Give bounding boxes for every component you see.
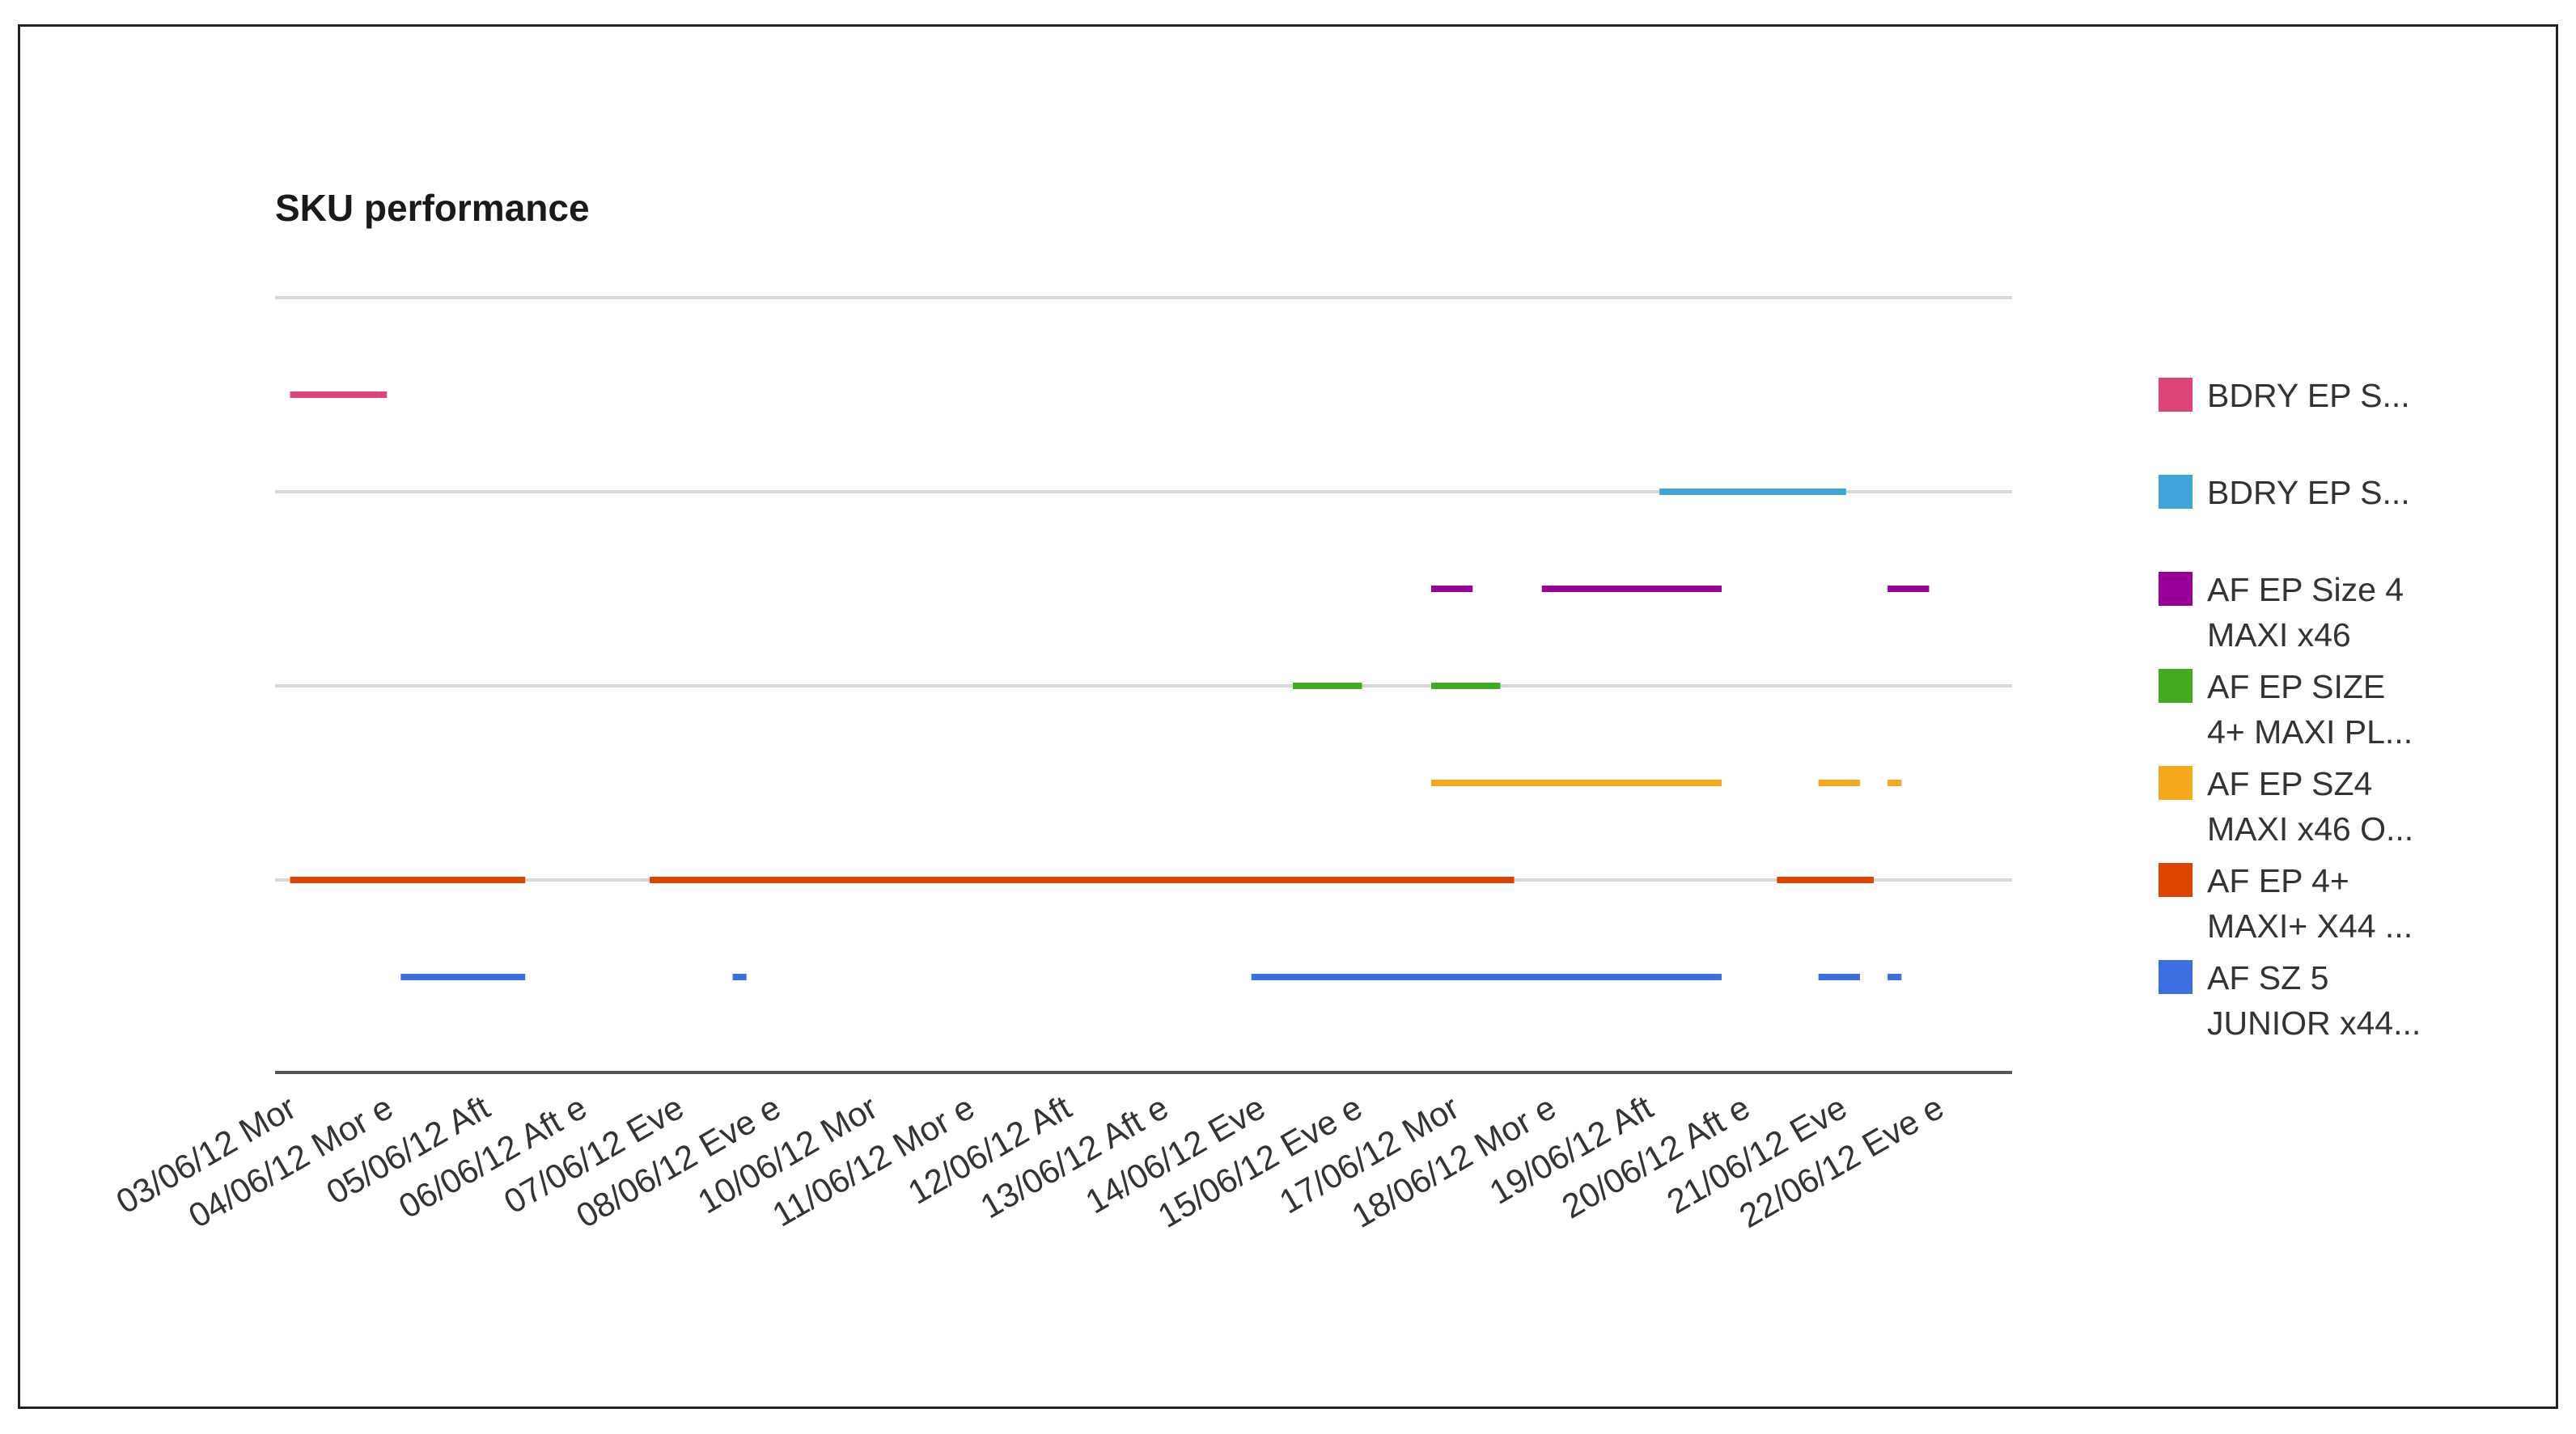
legend-label: 4+ MAXI PL...: [2207, 713, 2413, 751]
legend-label: BDRY EP S...: [2207, 474, 2410, 511]
legend: BDRY EP S... BDRY EP S... AF EP Size 4 MAXI…: [2159, 377, 2421, 1042]
legend-label: JUNIOR x44...: [2207, 1005, 2421, 1042]
legend-swatch: [2159, 766, 2193, 800]
legend-swatch: [2159, 378, 2193, 412]
grid-lines: [275, 296, 2012, 1074]
legend-label: BDRY EP S...: [2207, 377, 2410, 414]
legend-swatch: [2159, 669, 2193, 703]
legend-label: MAXI x46: [2207, 616, 2351, 654]
legend-swatch: [2159, 475, 2193, 509]
chart-frame: SKU performance 03/06/12 Mor 04/06/12 Mor…: [18, 24, 2558, 1409]
legend-label: MAXI x46 O...: [2207, 810, 2413, 848]
legend-swatch: [2159, 572, 2193, 606]
legend-label: AF EP Size 4: [2207, 571, 2404, 608]
legend-label: MAXI+ X44 ...: [2207, 907, 2413, 945]
legend-swatch: [2159, 960, 2193, 994]
legend-label: AF SZ 5: [2207, 959, 2328, 996]
legend-swatch: [2159, 863, 2193, 897]
legend-label: AF EP SIZE: [2207, 668, 2385, 705]
legend-label: AF EP SZ4: [2207, 765, 2372, 802]
chart-title: SKU performance: [275, 187, 590, 229]
legend-label: AF EP 4+: [2207, 862, 2349, 899]
plot-area: [290, 391, 1930, 980]
